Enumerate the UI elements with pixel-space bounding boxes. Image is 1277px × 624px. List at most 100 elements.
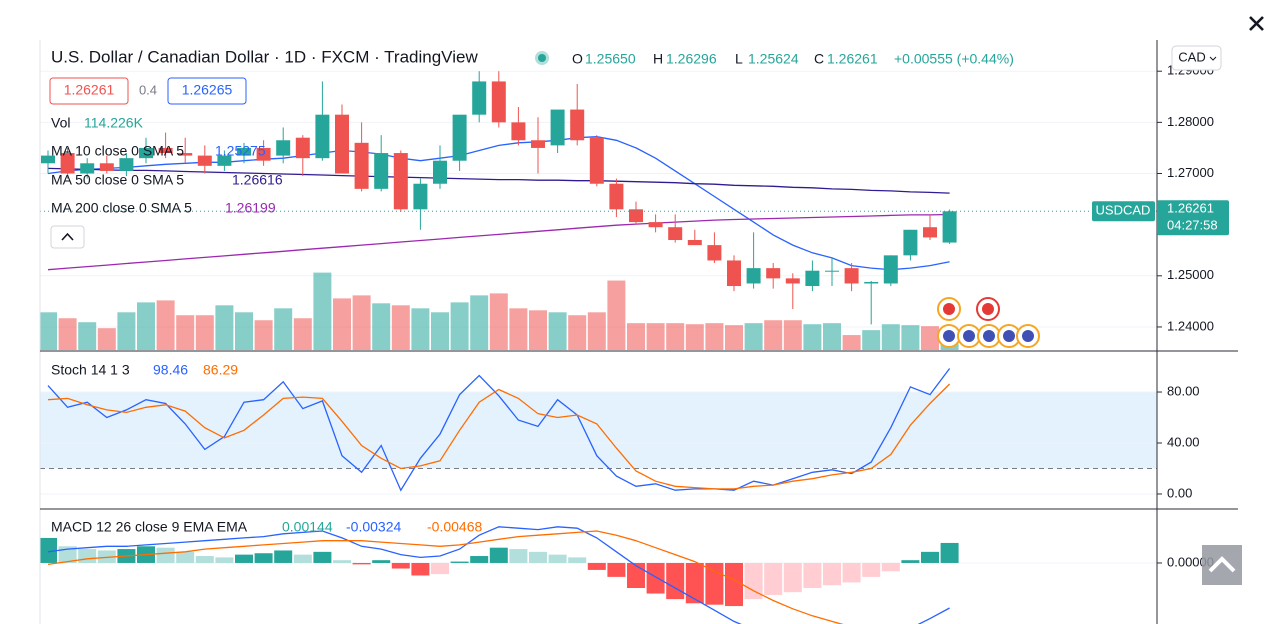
candle-body — [178, 153, 193, 156]
macd-histogram-bar — [803, 562, 822, 588]
series-line — [47, 530, 844, 624]
collapse-button[interactable] — [50, 225, 85, 249]
volume-bar — [921, 326, 939, 350]
macd-histogram-bar — [352, 562, 371, 565]
quote-key: C — [814, 51, 824, 67]
volume-bar — [744, 323, 763, 350]
macd-histogram-bar — [97, 550, 116, 563]
volume-bar — [529, 310, 547, 350]
candle-body — [864, 281, 879, 284]
bid-box[interactable] — [49, 77, 129, 105]
candle-body — [609, 183, 624, 210]
candle-body — [844, 268, 859, 284]
macd-histogram-bar — [783, 562, 802, 593]
candle-body — [746, 268, 761, 284]
volume-bar — [352, 295, 371, 350]
candle-body — [158, 147, 173, 154]
volume-bar — [117, 312, 136, 350]
macd-histogram-bar — [744, 562, 763, 600]
candle-body — [119, 158, 134, 171]
price-tag-value: 1.26261 — [1167, 201, 1214, 216]
candle-body — [335, 114, 349, 174]
stoch-value: 86.29 — [203, 362, 238, 378]
candle-body — [393, 153, 408, 210]
ma-legend: MA 200 close 0 SMA 5 — [51, 200, 192, 216]
macd-histogram-bar — [470, 556, 489, 563]
volume-bar — [313, 272, 332, 350]
volume-bar — [391, 305, 410, 350]
candle-body — [531, 140, 545, 148]
candle-body — [315, 114, 330, 159]
candle-body — [99, 163, 114, 171]
candle-body — [80, 163, 95, 174]
volume-bar — [685, 324, 704, 350]
stoch-band — [40, 392, 1157, 469]
macd-histogram-bar — [881, 562, 900, 572]
y-tick-label: 1.27000 — [1167, 165, 1214, 180]
macd-histogram-bar — [568, 557, 587, 563]
candle-body — [472, 81, 487, 115]
volume-bar — [842, 335, 861, 350]
ask-box[interactable] — [167, 77, 247, 105]
volume-bar — [411, 308, 430, 350]
currency: CAD — [1178, 49, 1205, 64]
y-tick-label: 1.28000 — [1167, 114, 1214, 129]
volume-bar — [823, 323, 841, 350]
currency-button[interactable] — [1171, 45, 1222, 71]
candle-body — [276, 140, 291, 156]
y-tick-label: 1.24000 — [1167, 318, 1214, 333]
candle-body — [707, 245, 722, 261]
macd-histogram-bar — [235, 554, 253, 563]
quote-change: +0.00555 (+0.44%) — [894, 51, 1014, 67]
volume-bar — [509, 308, 528, 350]
volume-bar — [431, 312, 449, 350]
macd-histogram-bar — [215, 557, 234, 563]
macd-histogram-bar — [921, 551, 939, 563]
macd-histogram-bar — [764, 562, 783, 595]
scroll-top-button[interactable] — [1202, 545, 1242, 585]
quote-value: 1.26296 — [666, 51, 717, 67]
macd-histogram-bar — [862, 562, 881, 577]
volume-bar — [293, 318, 312, 350]
volume-bar — [195, 315, 214, 350]
market-status-dot — [538, 54, 546, 62]
volume-bar — [40, 312, 57, 350]
candle-body — [942, 211, 957, 243]
macd-histogram-bar — [391, 562, 410, 569]
macd-value: -0.00468 — [427, 519, 482, 535]
candle-body — [629, 209, 643, 223]
volume-bar — [58, 318, 77, 350]
macd-histogram-bar — [705, 562, 724, 605]
series-line — [47, 368, 951, 492]
volume-bar — [764, 320, 783, 350]
collapse-icon — [61, 232, 74, 241]
candle-body — [825, 270, 839, 272]
macd-histogram-bar — [313, 551, 332, 563]
marks — [40, 71, 1157, 624]
volume-bar — [78, 322, 97, 350]
volume-bar — [156, 300, 175, 350]
candle-body — [923, 227, 937, 238]
macd-histogram-bar — [254, 553, 273, 563]
candle-body — [668, 227, 683, 241]
macd-histogram-bar — [176, 551, 195, 563]
macd-value: 0.00144 — [282, 519, 333, 535]
candle-body — [903, 229, 918, 256]
macd-histogram-bar — [450, 561, 469, 563]
macd-histogram-bar — [293, 554, 312, 563]
volume-value: 114.226K — [84, 115, 144, 131]
macd-title: MACD 12 26 close 9 EMA EMA — [51, 519, 248, 535]
macd-histogram-bar — [666, 562, 685, 600]
candle-body — [41, 155, 55, 164]
volume-bar — [215, 305, 234, 350]
candle-body — [805, 270, 820, 287]
macd-histogram-bar — [156, 547, 175, 563]
candle-body — [491, 81, 506, 123]
quote-value: 1.25650 — [585, 51, 636, 67]
candle-body — [60, 153, 75, 174]
close-icon[interactable] — [1249, 16, 1264, 31]
volume-bar — [725, 325, 743, 350]
ask-price: 1.26265 — [182, 82, 233, 98]
candle-body — [452, 114, 467, 161]
